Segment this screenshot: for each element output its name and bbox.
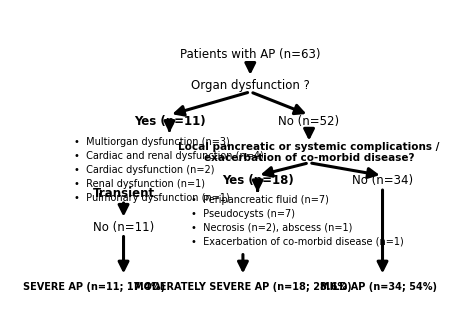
Text: •  Pseudocysts (n=7): • Pseudocysts (n=7) (191, 209, 295, 219)
Text: •  Cardiac dysfunction (n=2): • Cardiac dysfunction (n=2) (74, 165, 214, 175)
Text: •  Multiorgan dysfunction (n=3): • Multiorgan dysfunction (n=3) (74, 137, 230, 147)
Text: Patients with AP (n=63): Patients with AP (n=63) (180, 48, 320, 61)
Text: •  Renal dysfunction (n=1): • Renal dysfunction (n=1) (74, 179, 205, 189)
Text: MODERATELY SEVERE AP (n=18; 28.6%): MODERATELY SEVERE AP (n=18; 28.6%) (134, 281, 352, 291)
Text: Yes (n=11): Yes (n=11) (134, 115, 205, 128)
Text: No (n=11): No (n=11) (93, 221, 154, 234)
Text: Organ dysfunction ?: Organ dysfunction ? (191, 79, 310, 92)
Text: •  Pulmonary dysfunction (n=1): • Pulmonary dysfunction (n=1) (74, 193, 230, 203)
Text: SEVERE AP (n=11; 17.4%): SEVERE AP (n=11; 17.4%) (23, 281, 165, 291)
Text: •  Necrosis (n=2), abscess (n=1): • Necrosis (n=2), abscess (n=1) (191, 223, 353, 233)
Text: •  Cardiac and renal dysfunction (n=4): • Cardiac and renal dysfunction (n=4) (74, 151, 264, 161)
Text: •  Peripancreatic fluid (n=7): • Peripancreatic fluid (n=7) (191, 195, 329, 205)
Text: Yes (n=18): Yes (n=18) (222, 174, 293, 187)
Text: Local pancreatic or systemic complications /
exacerbation of co-morbid disease?: Local pancreatic or systemic complicatio… (178, 142, 440, 163)
Text: •  Exacerbation of co-morbid disease (n=1): • Exacerbation of co-morbid disease (n=1… (191, 237, 404, 247)
Text: Transient: Transient (92, 187, 155, 200)
Text: No (n=52): No (n=52) (279, 115, 339, 128)
Text: No (n=34): No (n=34) (352, 174, 413, 187)
Text: MILD AP (n=34; 54%): MILD AP (n=34; 54%) (320, 281, 438, 291)
